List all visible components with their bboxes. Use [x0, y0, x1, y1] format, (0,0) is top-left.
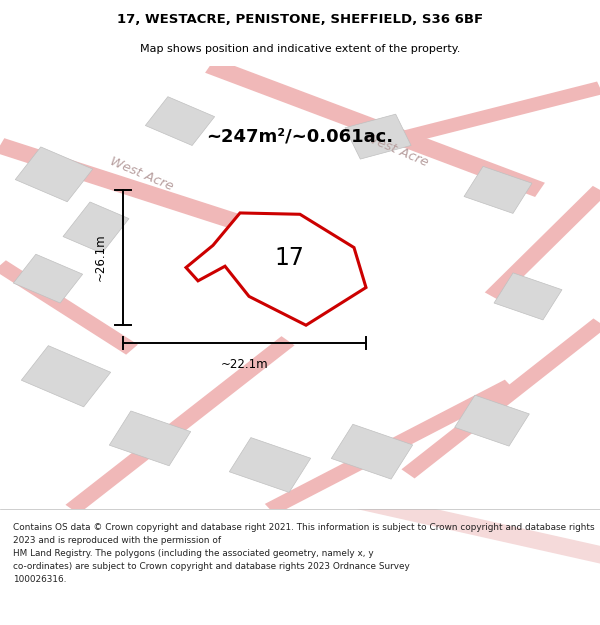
Polygon shape [401, 319, 600, 478]
Polygon shape [145, 97, 215, 146]
Polygon shape [65, 336, 295, 514]
Polygon shape [494, 273, 562, 320]
Text: Contains OS data © Crown copyright and database right 2021. This information is : Contains OS data © Crown copyright and d… [13, 523, 595, 584]
Polygon shape [464, 166, 532, 213]
Polygon shape [455, 395, 529, 446]
Polygon shape [63, 202, 129, 253]
Polygon shape [15, 147, 93, 202]
Text: ~26.1m: ~26.1m [94, 234, 107, 281]
Polygon shape [13, 254, 83, 303]
Text: ~22.1m: ~22.1m [221, 357, 268, 371]
Polygon shape [485, 186, 600, 301]
Polygon shape [229, 438, 311, 493]
Polygon shape [345, 114, 411, 159]
Text: ~247m²/~0.061ac.: ~247m²/~0.061ac. [206, 127, 394, 146]
Polygon shape [109, 411, 191, 466]
Polygon shape [249, 234, 351, 301]
Polygon shape [22, 346, 110, 407]
Polygon shape [349, 500, 600, 565]
Polygon shape [205, 59, 545, 197]
Polygon shape [0, 138, 334, 259]
Polygon shape [331, 424, 413, 479]
Text: West Acre: West Acre [362, 131, 430, 169]
Polygon shape [265, 379, 515, 515]
Text: 17: 17 [274, 246, 304, 270]
Polygon shape [369, 81, 600, 152]
Text: Map shows position and indicative extent of the property.: Map shows position and indicative extent… [140, 44, 460, 54]
Polygon shape [186, 213, 366, 325]
Polygon shape [0, 260, 138, 354]
Text: West Acre: West Acre [107, 155, 175, 194]
Text: 17, WESTACRE, PENISTONE, SHEFFIELD, S36 6BF: 17, WESTACRE, PENISTONE, SHEFFIELD, S36 … [117, 13, 483, 26]
